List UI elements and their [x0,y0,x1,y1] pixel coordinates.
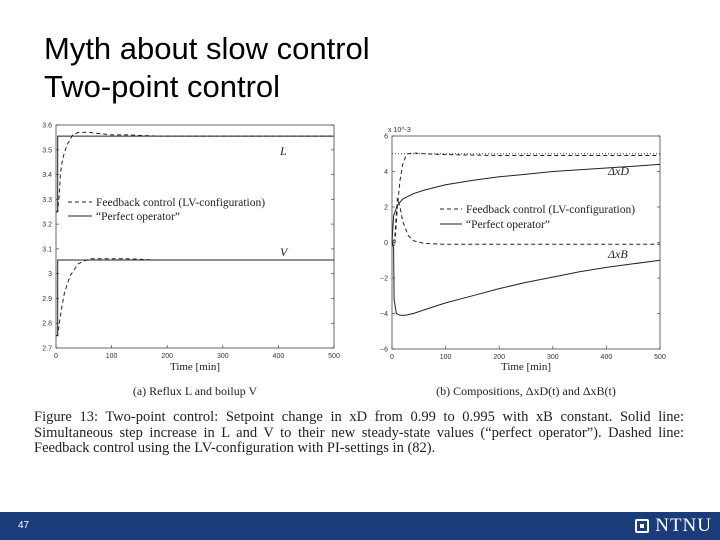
b-ytick-label: 6 [384,134,388,141]
b-xtick-label: 0 [390,354,394,361]
plot-b-annotation-xD: ΔxD [607,164,629,178]
a-ytick-label: 3.4 [42,172,52,179]
b-series-4-solid [391,242,661,316]
plot-b-scale-label: x 10^-3 [388,127,411,134]
plot-b-legend: Feedback control (LV-configuration) “Per… [440,204,635,231]
plot-a-legend-perfect: “Perfect operator” [96,211,180,223]
b-xtick-label: 200 [493,354,505,361]
a-xtick-label: 200 [161,353,173,360]
ntnu-logo-icon [635,519,650,533]
figure-canvas: 2.72.82.933.13.23.33.43.53.6 0 100 200 300 4… [42,123,666,399]
b-ytick-label: −4 [380,311,388,318]
plot-b-legend-feedback: Feedback control (LV-configuration) [466,204,635,216]
a-ytick-label: 3.5 [42,147,52,154]
plot-a-xlabel: Time [min] [170,361,220,373]
title-line-2: Two-point control [44,69,281,104]
b-xtick-label: 100 [440,354,452,361]
title-line-1: Myth about slow control [44,31,370,66]
b-ytick-label: 0 [384,240,388,247]
a-xtick-label: 100 [106,353,118,360]
ntnu-logo-text: NTNU [655,515,712,536]
a-ytick-label: 2.7 [42,346,52,353]
plot-a-caption: (a) Reflux L and boilup V [133,384,258,398]
a-xtick-label: 0 [54,353,58,360]
plot-a-annotation-V: V [280,245,289,259]
a-ytick-label: 3.2 [42,222,52,229]
figure-caption: Figure 13: Two-point control: Setpoint c… [34,409,684,456]
plot-a-annotation-L: L [279,144,287,158]
a-ytick-label: 3.1 [42,246,52,253]
plot-a-frame [55,124,335,349]
plot-b-caption: (b) Compositions, ΔxD(t) and ΔxB(t) [436,384,616,398]
a-series-0-dashed [56,131,334,213]
a-series-2-dashed [56,258,334,337]
a-ytick-label: 3 [48,271,52,278]
b-xtick-label: 300 [547,354,559,361]
a-xtick-label: 400 [273,353,285,360]
page-number: 47 [18,520,30,531]
b-ytick-label: 4 [384,169,388,176]
a-ytick-label: 2.9 [42,296,52,303]
a-ytick-label: 2.8 [42,321,52,328]
plot-b-legend-perfect: “Perfect operator” [466,219,550,231]
b-xtick-label: 500 [654,354,666,361]
a-ytick-label: 3.3 [42,197,52,204]
plot-a: 2.7 2.8 2.9 3 3.1 3.2 3.3 3.4 3.5 3.6 0 100 200 300 4… [42,123,340,399]
plot-b-annotation-xB: ΔxB [607,247,628,261]
b-ytick-label: −6 [380,347,388,354]
a-xtick-label: 500 [328,353,340,360]
a-series-1-solid [56,135,334,213]
ntnu-logo: NTNU [635,514,712,538]
b-xtick-label: 400 [601,354,613,361]
a-series-3-solid [56,259,334,337]
b-ytick-label: 2 [384,205,388,212]
slide-title: Myth about slow control Two-point contro… [44,30,370,106]
plot-a-legend: Feedback control (LV-configuration) “Per… [68,197,265,223]
plot-b-xlabel: Time [min] [501,361,551,373]
a-xtick-label: 300 [217,353,229,360]
b-series-1-dashed [391,152,660,248]
plot-a-legend-feedback: Feedback control (LV-configuration) [96,197,265,209]
a-ytick-label: 3.6 [42,123,52,130]
b-ytick-label: −2 [380,276,388,283]
footer-bar: 47 NTNU [0,512,720,540]
